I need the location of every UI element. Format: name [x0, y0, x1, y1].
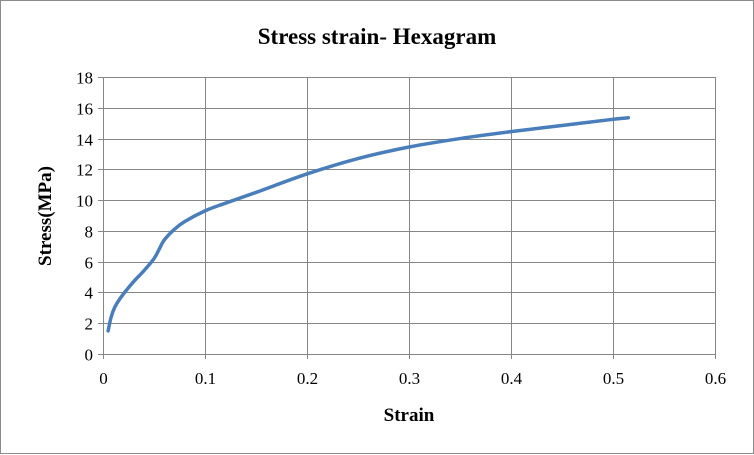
- tick-labels: 0 2 4 6 8 10 12 14 16 18 0 0.1 0.2 0.3 0.4 0.5 0.6: [76, 69, 726, 389]
- y-tick-label: 14: [76, 131, 94, 150]
- x-tick-label: 0.1: [195, 369, 216, 388]
- y-tick-label: 0: [85, 346, 94, 365]
- x-tick-label: 0: [99, 369, 108, 388]
- y-tick-label: 16: [76, 100, 93, 119]
- x-tick-label: 0.3: [399, 369, 420, 388]
- y-tick-label: 4: [85, 284, 94, 303]
- y-tick-label: 6: [85, 254, 94, 273]
- x-tick-label: 0.6: [705, 369, 726, 388]
- y-tick-label: 2: [85, 315, 94, 334]
- series-layer: [106, 116, 631, 333]
- axes: [98, 77, 716, 359]
- y-tick-label: 18: [76, 69, 93, 88]
- x-tick-label: 0.5: [603, 369, 624, 388]
- y-tick-label: 8: [85, 223, 94, 242]
- x-tick-label: 0.2: [297, 369, 318, 388]
- y-tick-label: 12: [76, 161, 93, 180]
- gridlines: [103, 77, 716, 354]
- x-axis-label: Strain: [384, 405, 435, 426]
- y-axis-label: Stress(MPa): [35, 166, 56, 266]
- series-line-0: [106, 116, 631, 333]
- x-tick-label: 0.4: [501, 369, 523, 388]
- chart-title: Stress strain- Hexagram: [258, 24, 496, 49]
- y-tick-label: 10: [76, 192, 93, 211]
